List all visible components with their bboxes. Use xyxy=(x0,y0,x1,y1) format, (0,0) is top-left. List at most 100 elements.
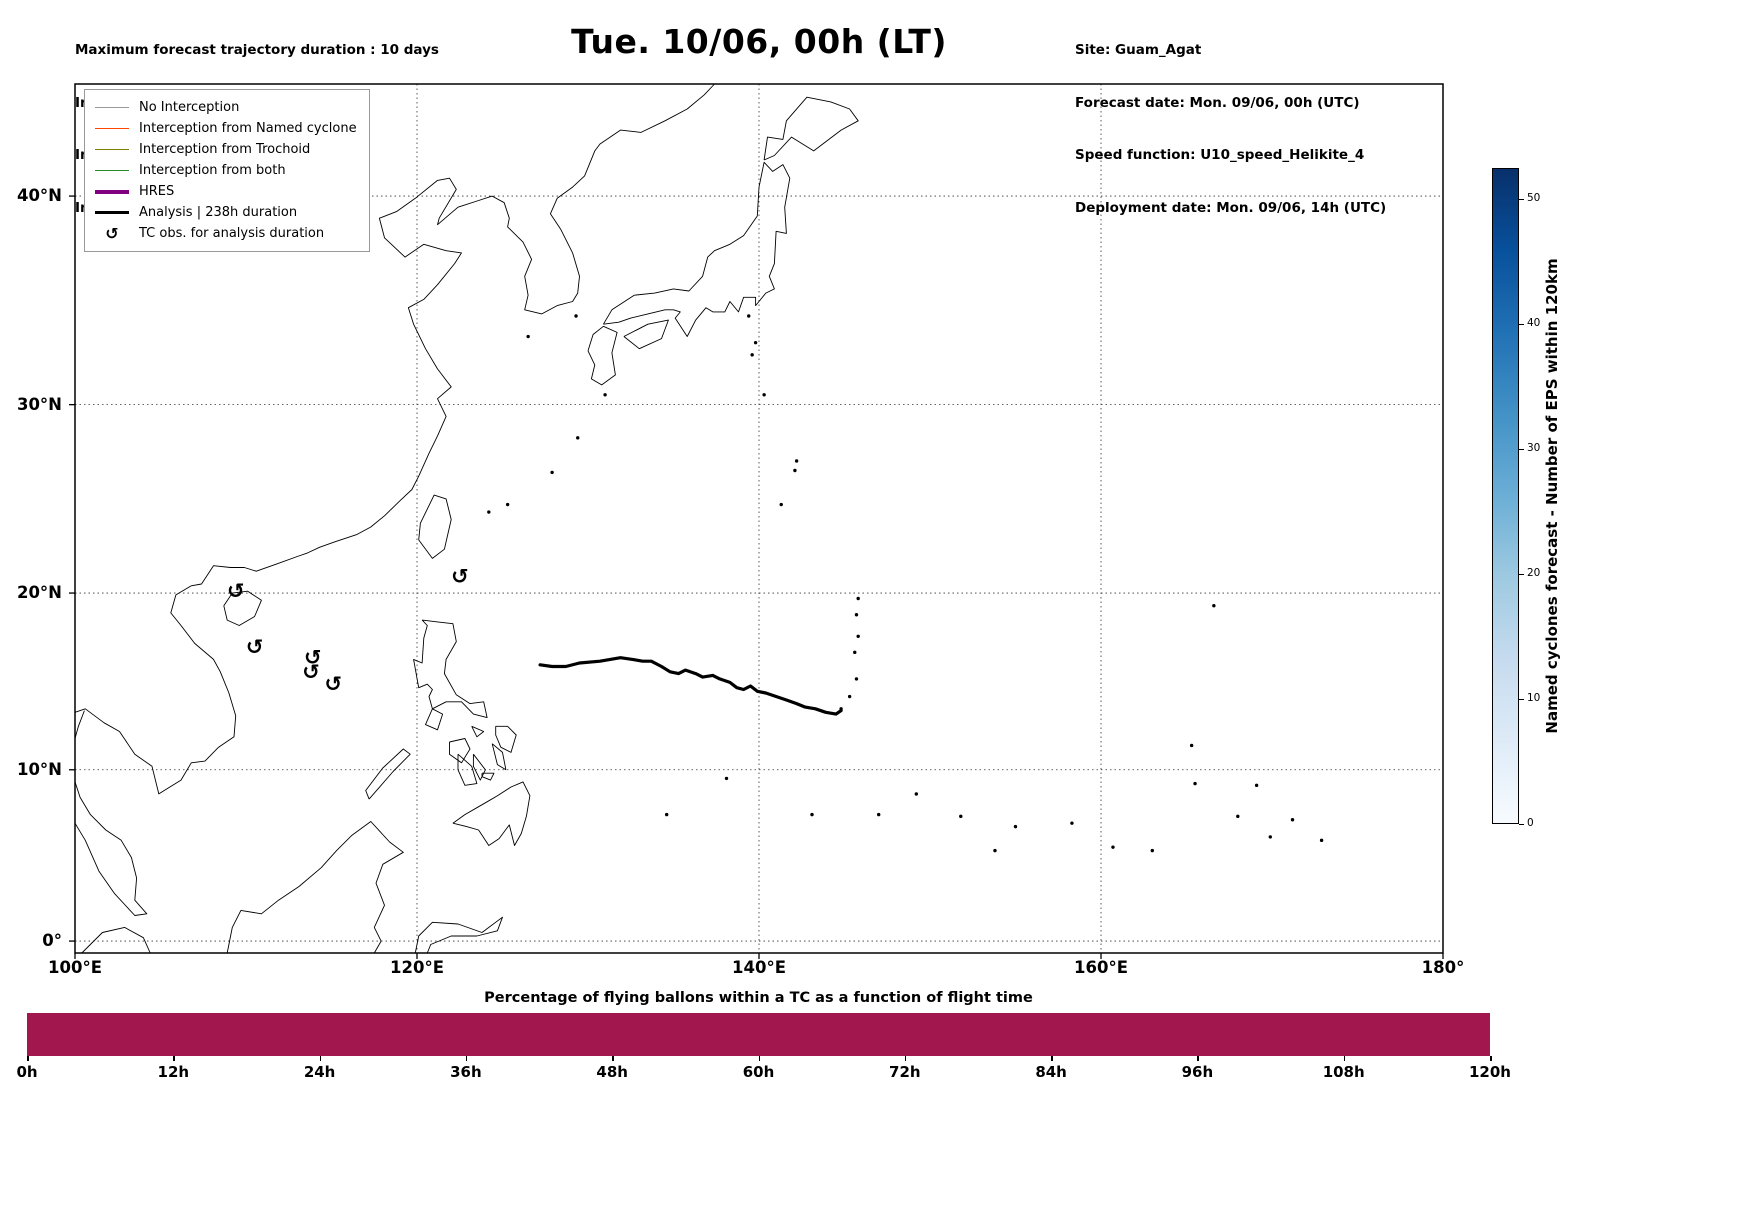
tc-obs-icon: ↺ xyxy=(227,579,245,603)
bottom-tick-label: 72h xyxy=(889,1063,921,1081)
island-dot xyxy=(724,776,729,781)
island-dot xyxy=(854,613,859,617)
legend-line xyxy=(95,128,129,129)
island-dot xyxy=(847,694,852,699)
coastline xyxy=(74,781,148,916)
legend-line-swatch xyxy=(94,211,130,214)
colorbar-tick-label: 40 xyxy=(1527,317,1541,330)
x-tick-label: 160°E xyxy=(1074,958,1128,977)
header-left-line-1: Maximum forecast trajectory duration : 1… xyxy=(75,42,439,58)
colorbar-tick-label: 0 xyxy=(1527,817,1534,829)
tc-obs-icon: ↺ xyxy=(304,646,322,670)
header-right: Site: Guam_Agat Forecast date: Mon. 09/0… xyxy=(1075,7,1386,252)
bottom-tick-label: 60h xyxy=(742,1063,775,1081)
legend-label: HRES xyxy=(139,184,175,199)
colorbar-tick-label: 20 xyxy=(1527,567,1541,580)
tc-obs-icon: ↺ xyxy=(451,565,469,589)
colorbar-tick xyxy=(1519,824,1524,825)
y-tick-label: 40°N xyxy=(16,186,62,206)
colorbar-tick xyxy=(1519,324,1524,326)
island-dot xyxy=(853,650,857,655)
island-dot xyxy=(779,502,783,507)
colorbar-tick-label: 10 xyxy=(1527,692,1541,704)
island-dot xyxy=(959,814,963,819)
island-dot xyxy=(753,340,758,345)
island-dot xyxy=(794,459,799,463)
legend-label: No Interception xyxy=(139,100,240,115)
coastline xyxy=(763,96,859,161)
legend-line-swatch xyxy=(94,170,130,171)
island-dot xyxy=(1150,848,1155,853)
colorbar xyxy=(1492,168,1519,824)
legend-line xyxy=(95,107,129,108)
colorbar-tick-label: 30 xyxy=(1527,442,1541,455)
legend-line xyxy=(95,149,129,150)
island-dot xyxy=(877,812,881,817)
island-dot xyxy=(856,596,860,601)
coastline xyxy=(418,494,452,559)
island-dot xyxy=(750,353,754,357)
coastline xyxy=(495,725,517,753)
y-tick-label: 0° xyxy=(42,931,62,951)
bottom-tick xyxy=(27,1056,29,1061)
bottom-tick xyxy=(465,1056,468,1061)
island-dot xyxy=(1013,824,1018,829)
island-dot xyxy=(914,792,919,796)
legend-item: Analysis | 238h duration xyxy=(94,202,357,223)
legend-label: Interception from Trochoid xyxy=(139,142,311,157)
legend-line-swatch xyxy=(94,149,130,150)
bottom-tick-label: 12h xyxy=(157,1063,190,1081)
island-dot xyxy=(793,468,797,473)
island-dot xyxy=(1189,743,1194,748)
colorbar-title: Named cyclones forecast - Number of EPS … xyxy=(1543,258,1561,734)
legend-label: Interception from both xyxy=(139,163,286,178)
coastline xyxy=(587,325,618,386)
bottom-tick-label: 24h xyxy=(303,1063,336,1081)
map: ↺↺ ↺↺↺↺ xyxy=(69,83,1444,959)
bottom-tick xyxy=(1343,1056,1346,1061)
island-dot xyxy=(762,393,766,397)
island-dot xyxy=(487,510,491,514)
island-dot xyxy=(1193,781,1197,786)
legend-line-swatch xyxy=(94,128,130,129)
island-dot xyxy=(856,634,860,638)
island-dot xyxy=(747,314,751,318)
tc-obs-icon: ↺ xyxy=(246,635,264,659)
legend-line xyxy=(95,189,129,194)
island-dot xyxy=(810,812,814,817)
coastline xyxy=(457,753,478,786)
coastline xyxy=(413,619,488,719)
island-dot xyxy=(526,334,530,339)
island-dot xyxy=(574,314,578,318)
bottom-tick-label: 108h xyxy=(1322,1063,1365,1081)
island-dot xyxy=(1319,838,1324,843)
colorbar-tick xyxy=(1519,699,1524,700)
legend-label: Interception from Named cyclone xyxy=(139,121,357,136)
island-dot xyxy=(1290,818,1295,822)
island-dot xyxy=(1070,821,1074,825)
legend-line-swatch xyxy=(94,189,130,194)
bottom-tick xyxy=(1051,1056,1053,1061)
legend-line xyxy=(95,211,129,214)
bottom-tick-label: 120h xyxy=(1469,1063,1511,1081)
coastline xyxy=(74,83,715,795)
coastline xyxy=(623,319,669,350)
bottom-tick-label: 36h xyxy=(450,1063,482,1081)
bottom-tick xyxy=(1490,1056,1492,1061)
island-dot xyxy=(576,436,580,440)
bottom-tick xyxy=(173,1056,175,1061)
page-title: Tue. 10/06, 00h (LT) xyxy=(571,22,947,61)
y-tick-label: 30°N xyxy=(16,394,62,414)
map-frame xyxy=(74,83,1444,954)
island-dot xyxy=(603,393,607,397)
x-tick-label: 140°E xyxy=(732,958,786,977)
x-tick-label: 100°E xyxy=(48,958,102,977)
coastline xyxy=(471,725,485,738)
bottom-chart-title: Percentage of flying ballons within a TC… xyxy=(484,990,1033,1006)
coastline xyxy=(472,753,486,781)
coastline xyxy=(491,743,507,771)
x-tick-label: 180° xyxy=(1421,958,1465,977)
legend-label: Analysis | 238h duration xyxy=(139,205,298,220)
colorbar-tick-label: 50 xyxy=(1527,192,1541,205)
